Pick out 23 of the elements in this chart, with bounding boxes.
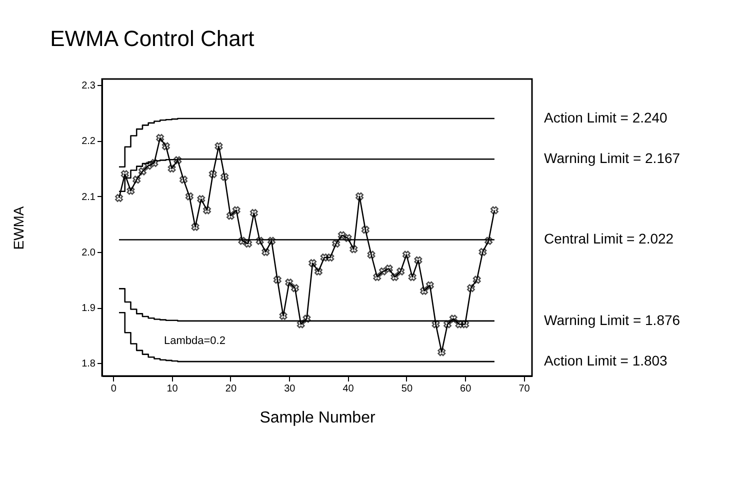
text: Action Limit = 1.803 [544, 352, 668, 369]
text: Action Limit = 2.240 [544, 109, 668, 126]
chart-title: EWMA Control Chart [50, 26, 254, 51]
y-tick-label: 2.2 [82, 136, 96, 148]
x-tick-label: 30 [284, 384, 296, 394]
annotation: Lambda=0.2 [164, 335, 226, 347]
x-tick-label: 20 [225, 384, 237, 394]
text: Warning Limit = 2.167 [544, 150, 680, 166]
text: Warning Limit = 1.876 [544, 312, 680, 328]
x-tick-label: 0 [110, 384, 117, 394]
y-axis-title: EWMA [10, 206, 27, 250]
y-tick-label: 1.8 [82, 358, 96, 370]
x-tick-label: 40 [342, 384, 354, 394]
x-tick-label: 50 [401, 384, 413, 394]
y-tick-label: 1.9 [82, 303, 96, 314]
y-tick-label: 2.0 [82, 247, 96, 258]
x-tick-label: 10 [166, 384, 178, 394]
x-tick-label: 70 [518, 384, 530, 394]
x-axis-title: Sample Number [260, 410, 376, 426]
x-tick-label: 60 [460, 384, 472, 394]
y-tick-label: 2.1 [82, 192, 96, 203]
text: Central Limit = 2.022 [544, 230, 674, 247]
y-tick-label: 2.3 [82, 80, 96, 92]
